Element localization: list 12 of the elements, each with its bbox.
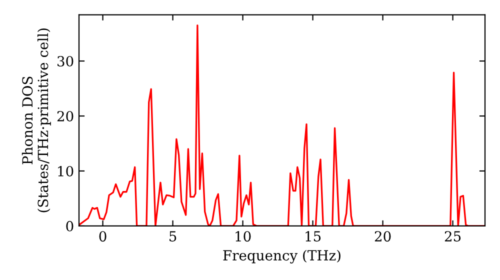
x-tick-label: 5: [170, 231, 176, 242]
x-axis-title: Frequency (THz): [223, 250, 340, 264]
y-tick-label: 20: [57, 110, 74, 122]
x-tick-label: 0: [99, 231, 106, 242]
y-tick-label: 30: [58, 56, 74, 66]
x-tick-label: 20: [374, 231, 391, 242]
x-tick-label: 15: [306, 231, 321, 242]
y-axis-title: Phonon DOS (States/THz·primitive cell): [22, 28, 51, 212]
y-tick-label: 10: [58, 166, 74, 176]
y-tick-label: 0: [66, 220, 74, 232]
x-tick-label: 10: [236, 231, 251, 242]
x-tick-label: 25: [444, 231, 461, 242]
